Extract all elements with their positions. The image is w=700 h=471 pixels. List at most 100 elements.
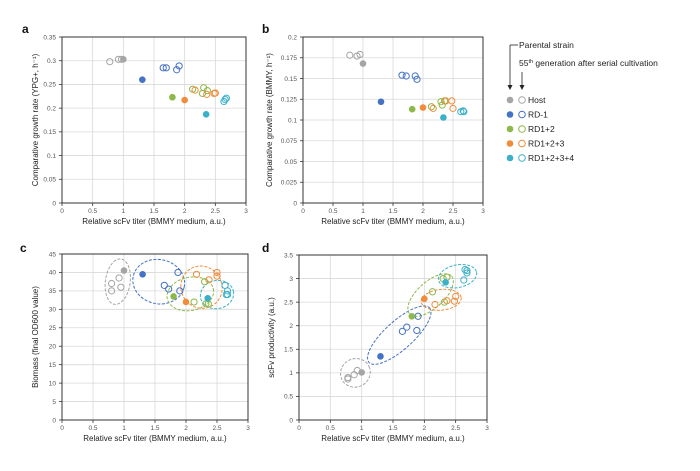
y-tick-label: 0.5 xyxy=(284,394,293,401)
point-parental xyxy=(377,98,385,106)
point-gen55 xyxy=(428,288,437,296)
y-axis-label: Comparative growth rate (BMMY, h⁻¹) xyxy=(265,53,274,187)
point-parental xyxy=(359,60,367,67)
point-gen55 xyxy=(452,292,460,301)
legend-label: RD1+2+3 xyxy=(528,139,565,149)
point-gen55 xyxy=(162,64,170,72)
group-ellipse xyxy=(132,258,186,305)
y-tick-label: 0.05 xyxy=(43,177,56,184)
point-gen55 xyxy=(398,327,406,335)
y-tick-label: 15 xyxy=(49,362,57,369)
point-parental xyxy=(440,114,447,121)
point-gen55 xyxy=(398,71,406,79)
x-tick-label: 2.5 xyxy=(211,208,220,215)
legend-open-marker xyxy=(518,96,526,104)
group-ellipse xyxy=(104,258,131,305)
point-gen55 xyxy=(402,72,410,80)
y-tick-label: 0.025 xyxy=(281,180,298,187)
y-tick-label: 0 xyxy=(52,200,56,207)
point-gen55 xyxy=(223,287,232,295)
group-ellipse xyxy=(340,358,371,388)
point-gen55 xyxy=(210,89,218,98)
plot-frame xyxy=(302,36,484,204)
point-gen55 xyxy=(459,107,467,115)
point-parental xyxy=(182,298,190,306)
x-tick-label: 0 xyxy=(297,425,301,432)
point-gen55 xyxy=(222,94,230,102)
panel-letter: d xyxy=(262,241,269,255)
y-tick-label: 0.15 xyxy=(284,76,297,83)
point-gen55 xyxy=(213,272,221,280)
panel-letter: b xyxy=(262,22,269,36)
legend-entry-rd1-2-3-4: RD1+2+3+4 xyxy=(506,153,574,163)
y-tick-label: 0 xyxy=(289,417,293,424)
legend-entry-host: Host xyxy=(506,95,546,105)
point-parental xyxy=(419,104,427,111)
x-tick-label: 0.5 xyxy=(326,425,335,432)
y-tick-label: 0.1 xyxy=(47,153,56,160)
point-gen55 xyxy=(115,274,123,282)
x-tick-label: 1 xyxy=(360,425,364,432)
point-gen55 xyxy=(448,97,456,105)
y-tick-label: 0.2 xyxy=(47,105,56,112)
point-gen55 xyxy=(403,323,411,331)
x-tick-label: 3 xyxy=(485,425,489,432)
point-parental xyxy=(170,293,177,300)
plot-frame xyxy=(61,253,249,421)
point-gen55 xyxy=(106,58,114,66)
legend-filled-marker xyxy=(506,140,514,147)
point-gen55 xyxy=(117,283,125,291)
y-tick-label: 2 xyxy=(289,323,293,330)
x-axis-label: Relative scFv titer (BMMY medium, a.u.) xyxy=(82,217,226,226)
x-axis-label: Relative scFv titer (BMMY medium, a.u.) xyxy=(321,217,465,226)
x-tick-label: 1 xyxy=(361,208,365,215)
x-tick-label: 0 xyxy=(60,208,64,215)
point-parental xyxy=(139,76,146,83)
point-gen55 xyxy=(165,285,173,293)
y-tick-label: 0.25 xyxy=(43,82,56,89)
x-tick-label: 1.5 xyxy=(388,208,397,215)
point-gen55 xyxy=(191,86,199,94)
point-gen55 xyxy=(413,75,421,83)
x-tick-label: 1.5 xyxy=(150,425,159,432)
panel-letter: a xyxy=(22,22,29,36)
y-tick-label: 35 xyxy=(49,288,57,295)
y-tick-label: 0.05 xyxy=(284,159,297,166)
point-gen55 xyxy=(203,86,211,95)
point-gen55 xyxy=(450,297,459,305)
legend-parental-label: Parental strain xyxy=(519,40,574,50)
point-parental xyxy=(421,295,428,303)
y-tick-label: 30 xyxy=(49,307,57,314)
legend-filled-marker xyxy=(506,154,514,162)
group-ellipse xyxy=(180,265,223,309)
legend-open-marker xyxy=(518,110,526,119)
panel-b: 0 0.5 1 1.5 2 2.5 3 0 0.025 0.05 0.075 0.1 0.125 0.15… xyxy=(262,22,485,226)
legend-entry-rd-1: RD-1 xyxy=(506,110,548,120)
gen55-arrow-head xyxy=(519,85,525,90)
point-gen55 xyxy=(108,287,116,295)
legend-label: Host xyxy=(528,95,546,105)
y-tick-label: 45 xyxy=(49,251,57,258)
point-gen55 xyxy=(449,104,457,112)
y-tick-label: 3.5 xyxy=(284,252,293,259)
point-gen55 xyxy=(205,276,213,284)
point-gen55 xyxy=(429,104,437,112)
point-gen55 xyxy=(431,300,439,309)
x-tick-label: 2.5 xyxy=(212,425,221,432)
point-gen55 xyxy=(463,269,471,277)
x-tick-label: 0 xyxy=(301,208,305,215)
plot-frame xyxy=(61,36,247,204)
point-gen55 xyxy=(437,98,445,106)
y-tick-label: 0 xyxy=(52,417,56,424)
y-tick-label: 2.5 xyxy=(284,299,293,306)
y-tick-label: 3 xyxy=(289,276,293,283)
y-tick-label: 1.5 xyxy=(284,347,293,354)
x-tick-label: 2 xyxy=(423,425,427,432)
x-tick-label: 3 xyxy=(246,425,250,432)
point-parental xyxy=(169,93,176,101)
x-tick-label: 3 xyxy=(244,208,248,215)
y-tick-label: 1 xyxy=(289,370,293,377)
panel-letter: c xyxy=(20,241,27,255)
point-parental xyxy=(120,55,127,63)
